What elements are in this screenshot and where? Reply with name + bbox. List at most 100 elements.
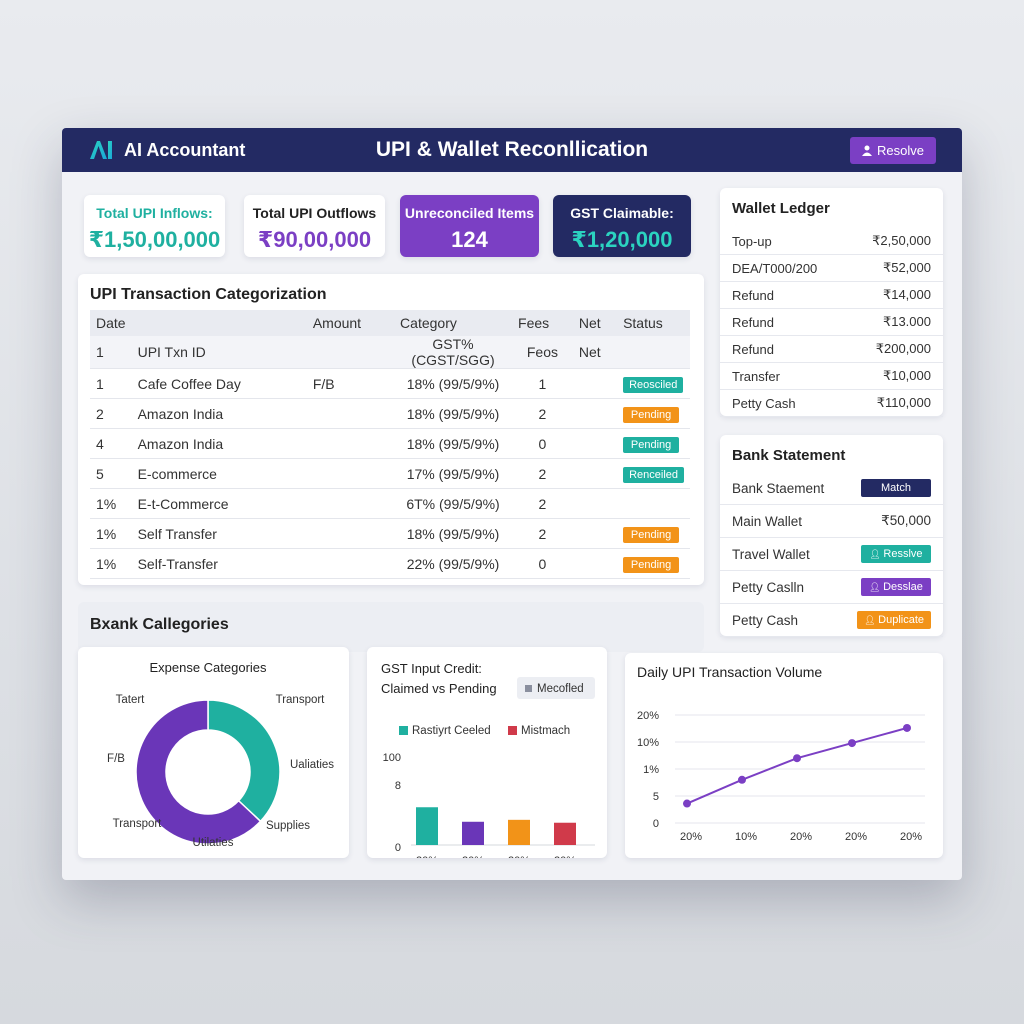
x-tick-label: 20% [845,831,867,843]
wallet-row-label: Refund [732,314,774,330]
col-status[interactable]: Status [617,310,690,336]
col-category[interactable]: Category [394,310,513,336]
table-cell [572,518,618,549]
y-tick-label: 0 [653,818,659,830]
wallet-row[interactable]: Petty Cash ₹110,000 [720,390,943,417]
table-cell [572,488,618,519]
line-point[interactable] [738,775,746,784]
x-tick-label: 10% [735,831,757,843]
bar[interactable] [508,819,530,845]
table-cell: 2 [512,518,573,549]
wallet-row-label: Refund [732,287,774,303]
app-window: AI Accountant UPI & Wallet Reconllicatio… [62,128,962,880]
kpi-gst-claimable: GST Claimable: ₹1,20,000 [553,195,691,257]
donut-label: Transport [276,694,326,706]
table-cell: Amazon India [131,398,307,429]
y-tick-label: 100 [383,752,401,764]
table-row[interactable]: 5 E-commerce 17% (99/5/9%) 2 Renceiled [90,458,690,489]
logo: AI Accountant [88,139,245,161]
bank-row: Main Wallet ₹50,000 [720,505,943,538]
donut-slice[interactable] [207,699,281,823]
status-badge[interactable]: Pending [623,436,680,453]
table-cell: 18% (99/5/9%) [394,518,513,549]
table-cell: 18% (99/5/9%) [394,398,513,429]
bar-tag-label: Mecofled [537,683,584,695]
y-tick-label: 0 [395,842,401,854]
expense-chart-card: Expense Categories Transport Ualiaties Supp… [78,647,349,858]
status-badge[interactable]: Reosciled [623,376,684,393]
table-row[interactable]: 4 Amazon India 18% (99/5/9%) 0 Pending [90,428,690,459]
table-row[interactable]: 1% E-t-Commerce 6T% (99/5/9%) 2 [90,488,690,519]
table-cell [572,548,618,579]
wallet-row[interactable]: Top-up ₹2,50,000 [720,228,943,255]
table-cell: E-commerce [131,458,307,489]
col-net[interactable]: Net [572,310,618,336]
resolve-button[interactable]: Resolve [850,136,936,164]
table-subheader: 1 UPI Txn ID GST% (CGST/SGG) Feos Net [90,336,690,369]
status-badge[interactable]: Pending [623,526,680,543]
bank-action-badge[interactable]: 👤︎ Resslve [861,545,931,563]
resolve-label: Resolve [877,142,924,158]
legend-swatch [399,726,408,735]
table-cell: Self-Transfer [131,548,307,579]
table-cell: 4 [90,428,132,459]
wallet-row-value: ₹200,000 [875,341,931,356]
bar[interactable] [554,822,576,845]
line-title: Daily UPI Transaction Volume [637,664,822,680]
wallet-row-value: ₹10,000 [882,368,931,383]
wallet-row-label: Petty Cash [732,395,796,411]
line-point[interactable] [793,754,801,763]
wallet-row[interactable]: Refund ₹200,000 [720,336,943,363]
line-point[interactable] [903,723,911,732]
status-badge[interactable]: Renceiled [623,466,684,483]
col-date[interactable]: Date [90,310,132,336]
wallet-row-label: Top-up [732,233,772,249]
kpi-label: Total UPI Outflows [252,205,377,221]
daily-volume-line-chart: Daily UPI Transaction Volume 20% 10% 1% 5 0 20… [637,664,925,843]
user-icon [862,145,873,156]
table-row[interactable]: 1 Cafe Coffee Day F/B 18% (99/5/9%) 1 Reoscil… [90,368,690,399]
donut-label: F/B [107,753,125,765]
wallet-row[interactable]: Refund ₹14,000 [720,282,943,309]
bank-action-badge[interactable]: 👤︎ Desslae [861,578,931,596]
status-badge[interactable]: Pending [623,406,680,423]
wallet-row-value: ₹110,000 [876,395,931,410]
bar-tag[interactable] [517,677,595,699]
table-cell: Cafe Coffee Day [131,368,307,399]
kpi-unreconciled-items[interactable]: Unreconciled Items 124 [400,195,539,257]
bar[interactable] [462,821,484,845]
table-row[interactable]: 2 Amazon India 18% (99/5/9%) 2 Pending [90,398,690,429]
bank-row-label: Bank Staement [732,480,825,496]
wallet-row[interactable]: DEA/T000/200 ₹52,000 [720,255,943,282]
table-row[interactable]: 1% Self-Transfer 22% (99/5/9%) 0 Pending [90,548,690,579]
kpi-value: ₹1,20,000 [571,227,673,252]
status-badge[interactable]: Pending [623,556,680,573]
y-tick-label: 20% [637,710,659,722]
bar[interactable] [416,807,438,845]
wallet-row-label: DEA/T000/200 [732,260,818,276]
table-cell [306,548,395,579]
table-cell [572,368,618,399]
bank-action-badge[interactable]: Match [861,479,931,497]
wallet-row[interactable]: Refund ₹13.000 [720,309,943,336]
user-icon: 👤︎ [869,582,884,592]
donut-title: Expense Categories [149,660,267,675]
kpi-label: Total UPI Inflows: [96,205,213,221]
col-fees[interactable]: Fees [512,310,573,336]
kpi-total-inflows: Total UPI Inflows: ₹1,50,00,000 [84,195,225,257]
wallet-row-value: ₹2,50,000 [872,233,931,248]
line-point[interactable] [848,739,856,748]
table-cell [306,428,395,459]
donut-slice[interactable] [135,699,262,845]
col-amount[interactable]: Amount [306,310,395,336]
bank-action-badge[interactable]: 👤︎ Duplicate [857,611,931,629]
wallet-row[interactable]: Transfer ₹10,000 [720,363,943,390]
table-cell: 1% [90,548,132,579]
table-row[interactable]: 1% Self Transfer 18% (99/5/9%) 2 Pending [90,518,690,549]
bar-title: GST Input Credit: [381,661,482,676]
donut-label: Utilaties [193,837,234,849]
table-cell: 0 [512,548,573,579]
bar-subtitle: Claimed vs Pending [381,681,497,696]
line-point[interactable] [683,799,691,808]
bank-rows: Bank Staement Match Main Wallet ₹50,000 Trav… [720,472,943,637]
